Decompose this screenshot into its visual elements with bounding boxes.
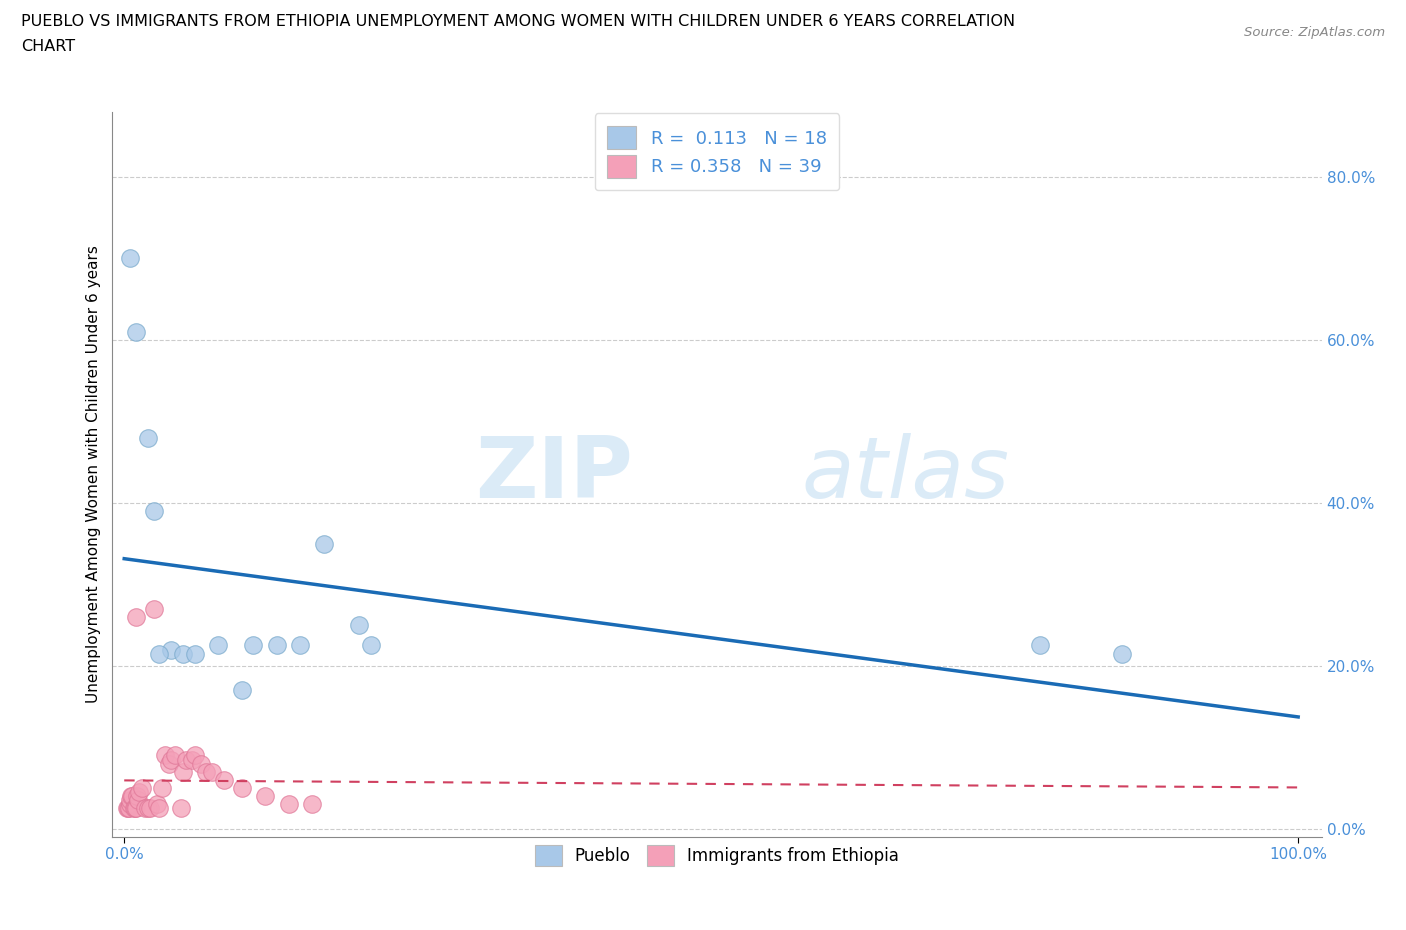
Point	[290, 638, 312, 653]
Text: ZIP: ZIP	[475, 432, 633, 516]
Legend: Pueblo, Immigrants from Ethiopia: Pueblo, Immigrants from Ethiopia	[522, 831, 912, 880]
Point	[1029, 638, 1052, 653]
Point	[127, 789, 149, 804]
Point	[277, 797, 299, 812]
Point	[155, 748, 177, 763]
Point	[139, 801, 162, 816]
Point	[181, 752, 204, 767]
Point	[120, 251, 142, 266]
Point	[150, 780, 173, 795]
Point	[163, 748, 186, 763]
Point	[347, 618, 370, 632]
Point	[136, 801, 159, 816]
Point	[231, 780, 253, 795]
Point	[128, 785, 150, 800]
Point	[142, 602, 165, 617]
Point	[176, 752, 198, 767]
Point	[134, 801, 156, 816]
Point	[120, 793, 142, 808]
Point	[121, 789, 143, 804]
Point	[115, 801, 138, 816]
Point	[169, 801, 191, 816]
Point	[131, 780, 153, 795]
Point	[120, 797, 142, 812]
Point	[148, 801, 170, 816]
Point	[142, 503, 165, 518]
Point	[266, 638, 288, 653]
Point	[190, 756, 212, 771]
Point	[201, 764, 224, 779]
Text: CHART: CHART	[21, 39, 75, 54]
Point	[183, 748, 205, 763]
Point	[212, 773, 235, 788]
Text: Source: ZipAtlas.com: Source: ZipAtlas.com	[1244, 26, 1385, 39]
Point	[160, 752, 183, 767]
Point	[312, 536, 335, 551]
Point	[125, 609, 148, 624]
Point	[207, 638, 229, 653]
Point	[195, 764, 218, 779]
Point	[301, 797, 323, 812]
Point	[231, 683, 253, 698]
Point	[160, 642, 183, 657]
Point	[183, 646, 205, 661]
Point	[360, 638, 382, 653]
Point	[117, 801, 139, 816]
Y-axis label: Unemployment Among Women with Children Under 6 years: Unemployment Among Women with Children U…	[86, 246, 101, 703]
Point	[120, 789, 142, 804]
Point	[122, 801, 145, 816]
Point	[146, 797, 169, 812]
Point	[125, 325, 148, 339]
Point	[125, 801, 148, 816]
Text: atlas: atlas	[801, 432, 1010, 516]
Point	[242, 638, 264, 653]
Point	[118, 801, 141, 816]
Point	[124, 801, 146, 816]
Point	[148, 646, 170, 661]
Point	[254, 789, 277, 804]
Point	[1111, 646, 1133, 661]
Point	[172, 764, 194, 779]
Point	[136, 431, 159, 445]
Text: PUEBLO VS IMMIGRANTS FROM ETHIOPIA UNEMPLOYMENT AMONG WOMEN WITH CHILDREN UNDER : PUEBLO VS IMMIGRANTS FROM ETHIOPIA UNEMP…	[21, 14, 1015, 29]
Point	[172, 646, 194, 661]
Point	[157, 756, 180, 771]
Point	[127, 793, 149, 808]
